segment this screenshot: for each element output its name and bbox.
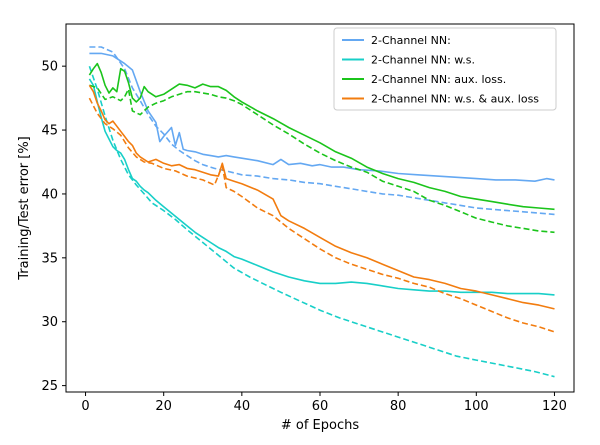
series-1-train-line <box>89 52 555 182</box>
series-layer <box>88 46 555 378</box>
series-4-test-line <box>88 97 555 333</box>
legend: 2-Channel NN: 2-Channel NN: w.s. 2-Channel… <box>333 27 557 111</box>
legend-entry-label: 2-Channel NN: w.s. <box>371 54 475 67</box>
x-tick-label: 60 <box>312 399 329 414</box>
x-tick-label: 40 <box>234 399 251 414</box>
y-axis-label: Training/Test error [%] <box>17 136 32 281</box>
y-tick-label: 35 <box>41 251 58 266</box>
series-2-train-line <box>88 78 555 296</box>
legend-entry-label: 2-Channel NN: w.s. & aux. loss <box>371 93 539 106</box>
series-2-test-line <box>88 65 555 378</box>
x-tick-label: 0 <box>81 399 89 414</box>
series-4-train-line <box>88 84 555 310</box>
series-1-test-line <box>89 46 555 216</box>
y-tick-label: 50 <box>41 60 58 75</box>
y-tick-label: 40 <box>41 187 58 202</box>
x-axis-ticks: 0 20 40 60 80 100 120 <box>81 392 567 414</box>
x-tick-label: 80 <box>390 399 407 414</box>
x-axis-label: # of Epochs <box>281 418 359 433</box>
x-tick-label: 20 <box>155 399 172 414</box>
x-tick-label: 120 <box>542 399 567 414</box>
y-tick-label: 45 <box>41 124 58 139</box>
y-tick-label: 25 <box>41 379 58 394</box>
series-3-test-line <box>89 84 555 234</box>
series-3-train-line <box>88 62 555 211</box>
x-tick-label: 100 <box>464 399 489 414</box>
legend-entry-label: 2-Channel NN: <box>371 34 451 47</box>
legend-box <box>333 27 557 111</box>
legend-entry-label: 2-Channel NN: aux. loss. <box>371 73 506 86</box>
y-axis-ticks: 25 30 35 40 45 50 <box>41 60 66 394</box>
y-tick-label: 30 <box>41 315 58 330</box>
